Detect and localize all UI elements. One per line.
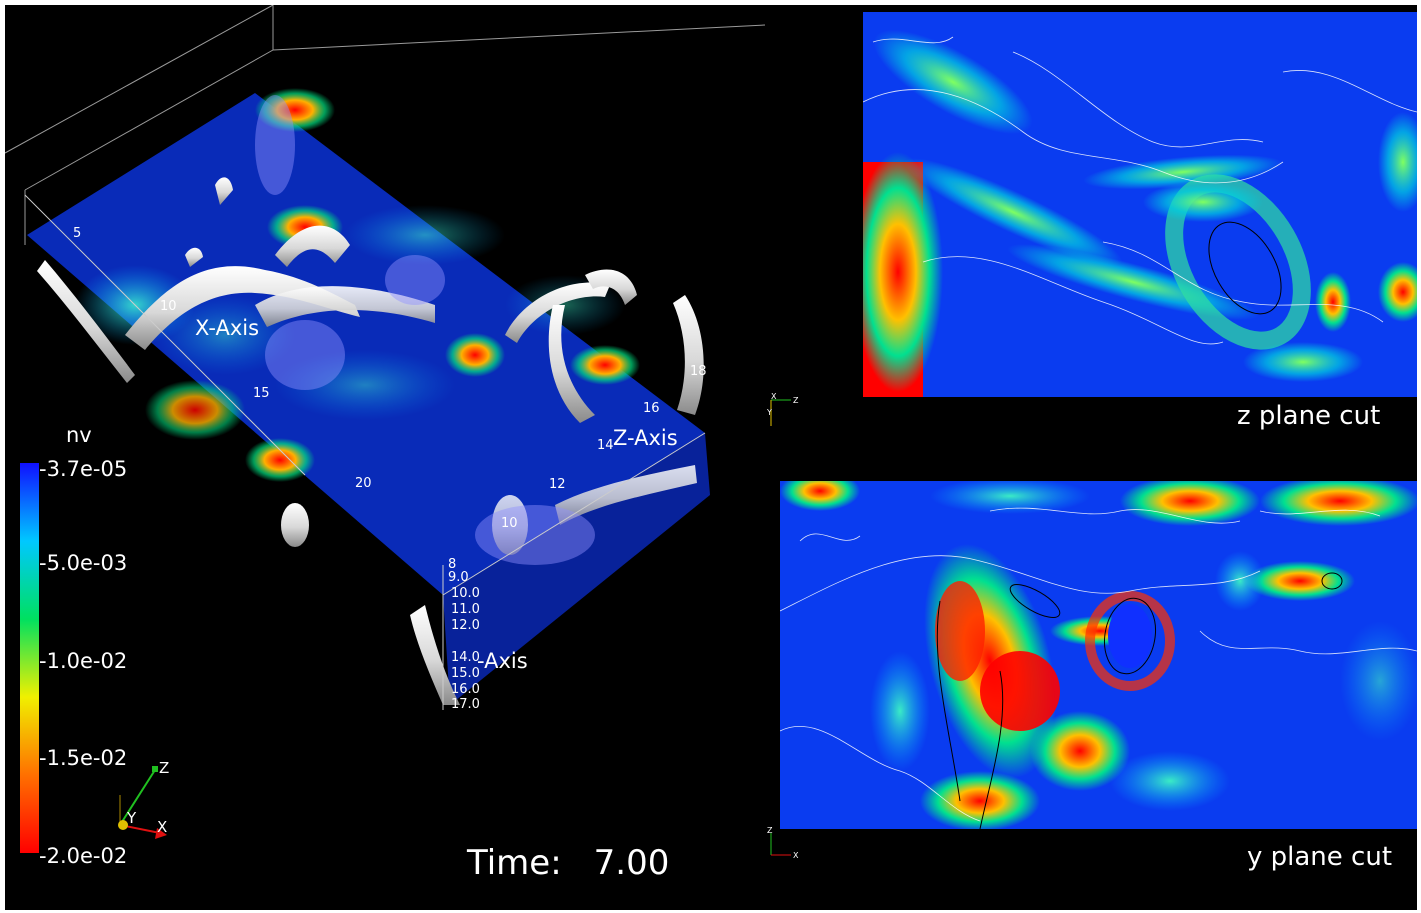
z-plane-axis-x: X xyxy=(771,392,777,401)
visualization-canvas[interactable]: 5 10 15 20 10 12 14 16 18 8 9.0 10.0 11.… xyxy=(5,5,1417,910)
vortex-contour xyxy=(1208,221,1282,315)
colorbar: nv -3.7e-05 -5.0e-03 -1.0e-02 -1.5e-02 -… xyxy=(20,423,160,868)
time-display: Time: 7.00 xyxy=(467,843,669,883)
y-tick-label: 14.0 xyxy=(451,650,480,665)
z-axis-title: Z-Axis xyxy=(613,426,678,450)
colorbar-tick-label: -2.0e-02 xyxy=(39,844,128,868)
axis-lines xyxy=(24,194,706,710)
volume-3d-view[interactable]: 5 10 15 20 10 12 14 16 18 8 9.0 10.0 11.… xyxy=(5,5,765,910)
z-plane-axis-y: Y xyxy=(766,408,772,417)
y-plane-cut-view[interactable] xyxy=(780,481,1417,829)
y-tick-label: 8 xyxy=(448,557,456,572)
colorbar-tick-label: -1.5e-02 xyxy=(39,746,128,770)
y-tick-label: 9.0 xyxy=(448,570,469,585)
orientation-y-label: Y xyxy=(126,809,137,827)
bounding-box-wireframe xyxy=(5,5,765,245)
z-tick-label: 12 xyxy=(549,477,566,492)
y-plane-axis-x: X xyxy=(793,851,799,860)
colorbar-gradient xyxy=(20,463,39,853)
slice-plane-side xyxy=(443,433,710,705)
z-tick-label: 18 xyxy=(690,364,707,379)
y-plane-axes-icon: Z X xyxy=(767,826,799,860)
orientation-axes-triad: Z Y X xyxy=(118,759,169,839)
z-plane-axis-z: Z xyxy=(793,396,799,405)
x-tick-label: 15 xyxy=(253,386,270,401)
vortex-isosurfaces xyxy=(37,177,704,705)
colorbar-tick-label: -3.7e-05 xyxy=(39,457,128,481)
vortex-contours xyxy=(936,572,1343,829)
y-tick-label: 12.0 xyxy=(451,618,480,633)
z-plane-caption: z plane cut xyxy=(1237,401,1381,431)
z-tick-label: 16 xyxy=(643,401,660,416)
y-tick-label: 11.0 xyxy=(451,602,480,617)
x-tick-label: 20 xyxy=(355,476,372,491)
z-plane-axes-icon: X Z Y xyxy=(766,392,799,426)
contour-lines xyxy=(863,36,1417,345)
time-label: Time: xyxy=(467,843,562,883)
x-axis-title: X-Axis xyxy=(195,316,259,340)
y-tick-label: 16.0 xyxy=(451,682,480,697)
y-tick-label: 15.0 xyxy=(451,666,480,681)
x-tick-label: 5 xyxy=(73,226,81,241)
y-tick-label: 17.0 xyxy=(451,697,480,712)
orientation-x-label: X xyxy=(157,818,167,836)
colorbar-tick-label: -1.0e-02 xyxy=(39,649,128,673)
y-axis-title: -Axis xyxy=(477,649,528,673)
x-tick-label: 10 xyxy=(160,299,177,314)
orientation-z-label: Z xyxy=(159,759,169,777)
z-plane-cut-view[interactable] xyxy=(863,12,1417,397)
y-plane-axis-z: Z xyxy=(767,826,773,835)
y-plane-caption: y plane cut xyxy=(1247,842,1393,872)
contour-lines xyxy=(780,507,1417,822)
colorbar-tick-label: -5.0e-03 xyxy=(39,551,128,575)
z-tick-label: 14 xyxy=(597,438,614,453)
translucent-isosurfaces xyxy=(255,95,595,565)
colorbar-title: nv xyxy=(66,423,92,447)
time-value: 7.00 xyxy=(593,843,670,883)
y-tick-label: 10.0 xyxy=(451,586,480,601)
z-tick-label: 10 xyxy=(501,516,518,531)
